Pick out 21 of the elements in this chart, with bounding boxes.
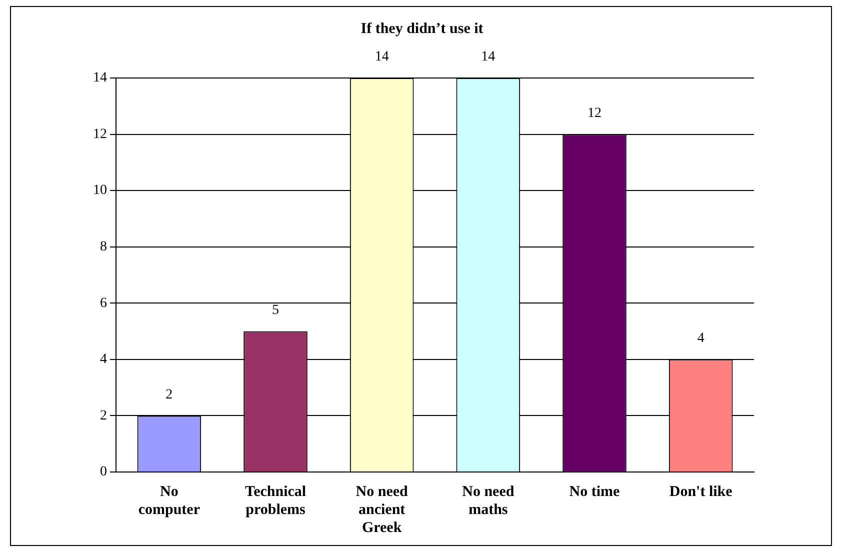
data-label: 4 [697, 331, 704, 346]
x-tick-label: No computer [138, 484, 200, 518]
data-label: 14 [374, 50, 389, 65]
data-label: 2 [166, 387, 173, 402]
x-tick-label: Don't like [669, 484, 733, 500]
data-label: 12 [588, 106, 602, 121]
data-label: 5 [272, 302, 279, 318]
chart-title: If they didn’t use it [360, 20, 484, 37]
y-tick-label: 8 [100, 240, 107, 255]
y-tick-label: 14 [93, 70, 107, 86]
data-label: 14 [481, 50, 496, 65]
y-tick-label: 4 [100, 352, 107, 368]
x-tick-label: Technical problems [244, 484, 306, 518]
y-tick-label: 2 [100, 408, 107, 424]
x-tick-label: No need ancient Greek [356, 484, 409, 536]
x-tick-label: No need maths [462, 484, 515, 518]
y-tick-label: 12 [93, 126, 107, 142]
y-tick-label: 10 [93, 183, 107, 198]
y-tick-label: 0 [100, 464, 107, 480]
x-tick-label: No time [569, 484, 620, 500]
y-tick-label: 6 [100, 296, 107, 311]
